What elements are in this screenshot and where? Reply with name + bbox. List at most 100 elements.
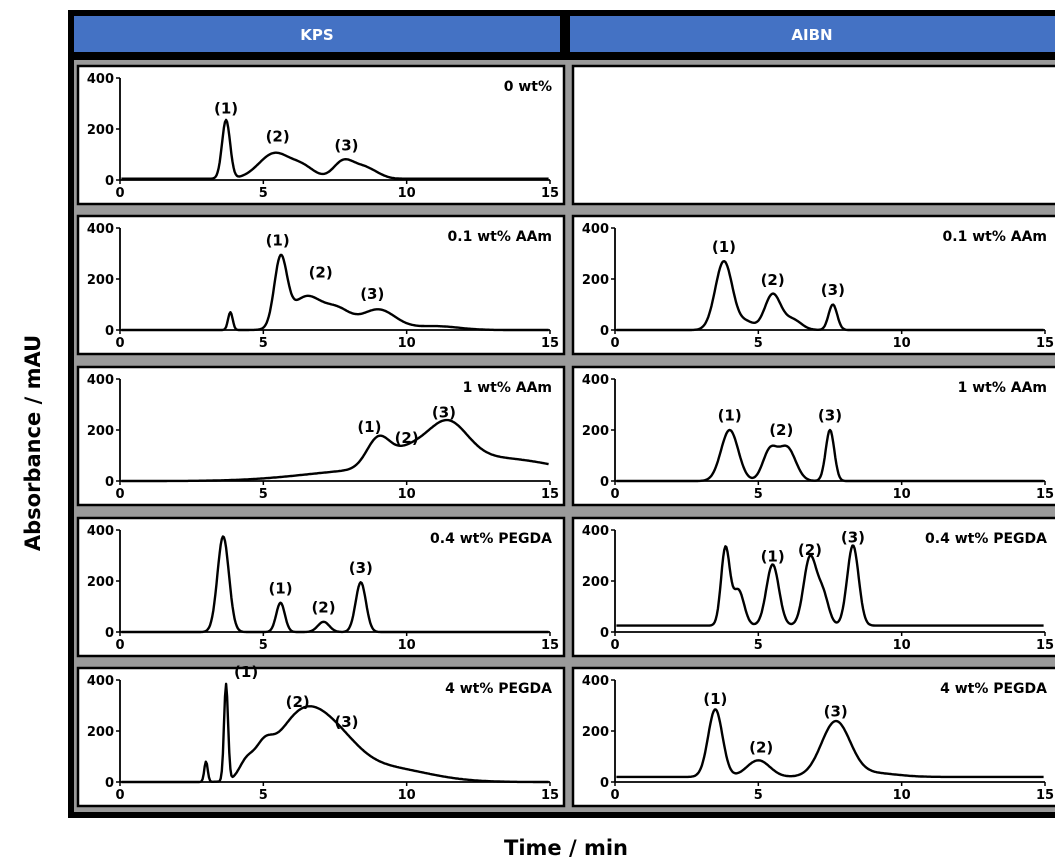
peak-label: (2)	[761, 271, 785, 289]
x-tick-label: 10	[398, 788, 416, 803]
x-tick-label: 10	[398, 186, 416, 201]
y-tick-label: 0	[105, 626, 114, 641]
x-tick-label: 5	[259, 638, 268, 653]
x-tick-label: 0	[115, 638, 124, 653]
peak-label: (3)	[821, 281, 845, 299]
header-aibn-label: AIBN	[791, 26, 832, 44]
peak-label: (2)	[395, 429, 419, 447]
x-tick-label: 15	[541, 487, 559, 502]
peak-label: (2)	[286, 693, 310, 711]
x-tick-label: 5	[259, 788, 268, 803]
x-tick-label: 0	[610, 638, 619, 653]
peak-label: (2)	[749, 738, 773, 756]
panel-box	[571, 666, 1055, 808]
peak-label: (1)	[266, 232, 290, 250]
peak-label: (1)	[268, 579, 292, 597]
condition-label: 1 wt% AAm	[463, 380, 552, 396]
x-tick-label: 0	[115, 186, 124, 201]
panel-aibn-2: 0 5 10 15 0 200 400 1 wt% AAm (1) (2) (3)	[571, 365, 1055, 507]
y-tick-label: 200	[87, 424, 114, 439]
x-tick-label: 0	[610, 788, 619, 803]
x-tick-label: 5	[754, 487, 763, 502]
panel-aibn-0	[571, 64, 1055, 206]
header-aibn	[570, 16, 1055, 52]
condition-label: 0 wt%	[504, 79, 552, 95]
peak-label: (3)	[334, 713, 358, 731]
x-tick-label: 15	[541, 638, 559, 653]
condition-label: 0.1 wt% AAm	[448, 229, 552, 245]
y-tick-label: 0	[600, 475, 609, 490]
y-tick-label: 0	[600, 776, 609, 791]
condition-label: 4 wt% PEGDA	[940, 681, 1047, 697]
panel-aibn-1: 0 5 10 15 0 200 400 0.1 wt% AAm (1) (2) (3)	[571, 214, 1055, 356]
y-tick-label: 200	[87, 725, 114, 740]
peak-label: (3)	[818, 407, 842, 425]
panels: 0 5 10 15 0 200 400 0 wt% (1) (2) (3) 0 5 10 15 0 200 400…	[76, 64, 1055, 808]
x-tick-label: 0	[115, 487, 124, 502]
x-tick-label: 5	[754, 788, 763, 803]
y-tick-label: 0	[105, 475, 114, 490]
x-tick-label: 10	[893, 788, 911, 803]
y-tick-label: 0	[105, 324, 114, 339]
chromatogram-line	[121, 682, 549, 784]
peak-label: (1)	[357, 418, 381, 436]
y-tick-label: 200	[582, 575, 609, 590]
y-tick-label: 400	[582, 524, 609, 539]
panel-kps-2: 0 5 10 15 0 200 400 1 wt% AAm (1) (2) (3)	[76, 365, 566, 507]
chromatogram-line	[616, 428, 1044, 483]
x-tick-label: 10	[893, 336, 911, 351]
chromatogram-line	[121, 418, 549, 483]
peak-label: (2)	[266, 127, 290, 145]
peak-label: (3)	[360, 285, 384, 303]
peak-label: (1)	[761, 548, 785, 566]
panel-aibn-4: 0 5 10 15 0 200 400 4 wt% PEGDA (1) (2) (3)	[571, 666, 1055, 808]
peak-label: (3)	[349, 559, 373, 577]
x-tick-label: 0	[115, 788, 124, 803]
chromatogram-line	[616, 544, 1044, 627]
x-tick-label: 15	[1036, 788, 1054, 803]
chromatogram-line	[121, 535, 549, 634]
x-tick-label: 5	[259, 487, 268, 502]
condition-label: 1 wt% AAm	[958, 380, 1047, 396]
condition-label: 0.1 wt% AAm	[943, 229, 1047, 245]
peak-label: (1)	[234, 663, 258, 681]
x-tick-label: 15	[541, 186, 559, 201]
y-tick-label: 400	[582, 674, 609, 689]
peak-label: (2)	[309, 263, 333, 281]
y-tick-label: 200	[87, 123, 114, 138]
panel-box	[76, 64, 566, 206]
x-tick-label: 5	[754, 638, 763, 653]
chromatogram-line	[121, 118, 549, 180]
header-kps	[74, 16, 560, 52]
x-tick-label: 5	[259, 186, 268, 201]
y-tick-label: 400	[87, 373, 114, 388]
x-tick-label: 15	[1036, 487, 1054, 502]
header-kps-label: KPS	[300, 26, 333, 44]
y-tick-label: 400	[87, 674, 114, 689]
panel-kps-0: 0 5 10 15 0 200 400 0 wt% (1) (2) (3)	[76, 64, 566, 206]
y-tick-label: 0	[105, 776, 114, 791]
peak-label: (2)	[311, 599, 335, 617]
y-tick-label: 400	[582, 222, 609, 237]
peak-label: (1)	[718, 407, 742, 425]
x-tick-label: 10	[893, 487, 911, 502]
x-axis-title: Time / min	[504, 836, 628, 860]
peak-label: (3)	[334, 136, 358, 154]
y-tick-label: 0	[600, 324, 609, 339]
chromatogram-line	[121, 253, 549, 332]
peak-label: (1)	[712, 238, 736, 256]
x-tick-label: 10	[398, 487, 416, 502]
y-tick-label: 400	[87, 72, 114, 87]
panel-aibn-3: 0 5 10 15 0 200 400 0.4 wt% PEGDA (1) (2) (3)	[571, 516, 1055, 658]
x-tick-label: 15	[541, 336, 559, 351]
panel-kps-4: 0 5 10 15 0 200 400 4 wt% PEGDA (1) (2) (3)	[76, 663, 566, 808]
panel-box	[571, 64, 1055, 206]
x-tick-label: 15	[1036, 638, 1054, 653]
condition-label: 4 wt% PEGDA	[445, 681, 552, 697]
peak-label: (2)	[769, 421, 793, 439]
y-tick-label: 0	[105, 174, 114, 189]
y-tick-label: 200	[87, 273, 114, 288]
peak-label: (1)	[703, 690, 727, 708]
y-tick-label: 400	[87, 524, 114, 539]
